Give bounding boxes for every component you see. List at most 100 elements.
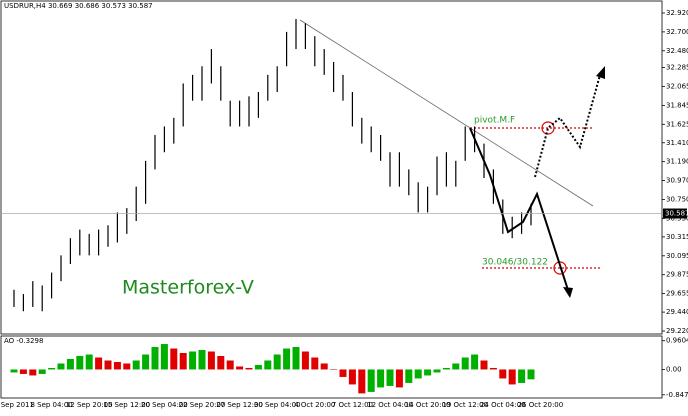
pivot-circle	[541, 121, 555, 135]
y-tick-label: 32.700	[666, 28, 688, 36]
ao-bar	[433, 369, 441, 373]
y-tick-label: 29.875	[666, 271, 688, 279]
last-price-label: 30.587	[665, 210, 688, 218]
ao-bar	[480, 360, 488, 370]
x-tick-label: 27 Sep 12:00	[216, 401, 263, 409]
y-tick-label: 30.095	[666, 252, 688, 260]
ao-bar	[292, 347, 300, 370]
pivot-label: pivot.M.F	[474, 116, 515, 126]
ao-bar	[207, 351, 215, 370]
y-tick-label: 0.9604	[666, 337, 688, 345]
chart-title: USDRUR,H4 30.669 30.686 30.573 30.587	[4, 2, 153, 10]
ao-bar	[358, 369, 366, 394]
ao-bar	[245, 367, 253, 370]
ao-bar	[95, 357, 103, 370]
ao-bar	[179, 353, 187, 370]
y-tick-label: 31.190	[666, 158, 688, 166]
y-tick-label: -0.8471	[666, 391, 688, 399]
ao-bar	[226, 360, 234, 370]
x-tick-label: 12 Oct 04:00	[367, 401, 413, 409]
ao-bar	[499, 369, 507, 379]
ao-bar	[254, 364, 262, 370]
ao-title: AO -0.3298	[4, 337, 43, 345]
x-tick-label: 12 Sep 20:00	[66, 401, 113, 409]
x-tick-label: 8 Sep 04:00	[30, 401, 72, 409]
x-tick-label: 22 Sep 20:00	[179, 401, 226, 409]
ao-bar	[19, 369, 27, 374]
watermark: Masterforex-V	[122, 277, 254, 299]
ao-bar	[57, 363, 65, 370]
ao-bar	[160, 344, 168, 370]
y-tick-label: 32.480	[666, 47, 688, 55]
ao-bar	[104, 360, 112, 370]
x-tick-label: 26 Oct 20:00	[518, 401, 564, 409]
y-tick-label: 32.065	[666, 82, 688, 90]
ao-bar	[123, 363, 131, 370]
ao-bar	[348, 369, 356, 385]
ao-bar	[10, 369, 18, 373]
alt-projection	[534, 74, 601, 178]
x-tick-label: 4 Oct 20:00	[294, 401, 335, 409]
y-tick-label: 29.440	[666, 308, 688, 316]
projection-path	[469, 127, 569, 291]
ao-bar	[217, 356, 225, 370]
ao-bar	[198, 350, 206, 370]
ao-bar	[339, 369, 347, 377]
ao-bar	[66, 358, 74, 370]
ao-bar	[113, 361, 121, 370]
ao-bar	[76, 356, 84, 370]
ao-bar	[330, 369, 338, 370]
ao-bar	[29, 369, 37, 376]
ao-bar	[489, 367, 497, 370]
x-tick-label: 5 Sep 2011	[0, 401, 34, 409]
ao-bar	[508, 369, 516, 385]
ao-bar	[377, 369, 385, 388]
ao-frame	[0, 335, 663, 399]
ao-bar	[132, 360, 140, 370]
y-tick-label: 30.970	[666, 177, 688, 185]
ao-bar	[189, 351, 197, 370]
y-tick-label: 31.410	[666, 139, 688, 147]
ao-bar	[236, 366, 244, 370]
x-tick-label: 14 Oct 20:00	[405, 401, 451, 409]
y-tick-label: 31.625	[666, 120, 688, 128]
ao-bar	[527, 369, 535, 380]
y-tick-label: 31.845	[666, 101, 688, 109]
target-label: 30.046/30.122	[482, 258, 548, 268]
y-tick-label: 29.220	[666, 327, 688, 335]
y-tick-label: 30.750	[666, 196, 688, 204]
ao-bar	[264, 360, 272, 370]
ao-bar	[283, 348, 291, 370]
ao-bar	[395, 369, 403, 388]
ao-bar	[142, 354, 150, 370]
ao-bar	[442, 367, 450, 370]
y-tick-label: 32.285	[666, 64, 688, 72]
y-tick-label: 29.655	[666, 290, 688, 298]
x-tick-label: 24 Oct 04:00	[480, 401, 526, 409]
ao-bar	[518, 369, 526, 383]
ao-bar	[48, 367, 56, 370]
y-tick-label: 0.00	[666, 365, 682, 373]
ao-bar	[301, 351, 309, 370]
main-frame	[0, 0, 663, 335]
ao-bar	[424, 369, 432, 376]
x-tick-label: 30 Sep 04:00	[254, 401, 301, 409]
ao-bar	[273, 354, 281, 370]
ao-bar	[151, 347, 159, 370]
ao-bar	[461, 357, 469, 370]
x-tick-label: 7 Oct 12:00	[332, 401, 373, 409]
ao-bar	[452, 363, 460, 370]
ao-bar	[471, 354, 479, 370]
y-tick-label: 30.315	[666, 233, 688, 241]
ao-bar	[386, 369, 394, 386]
ao-bar	[320, 363, 328, 370]
ao-bar	[367, 369, 375, 392]
trend-line	[299, 19, 594, 207]
ao-bar	[405, 369, 413, 383]
ao-bar	[170, 348, 178, 370]
ao-bar	[38, 369, 46, 374]
ao-bar	[414, 369, 422, 379]
arrow-head	[563, 287, 573, 298]
